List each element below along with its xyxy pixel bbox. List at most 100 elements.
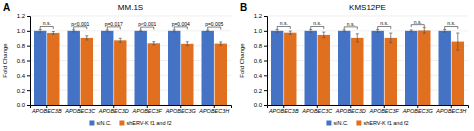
axis-line [27, 17, 31, 106]
annotation: p<0.001 [138, 21, 156, 27]
annotation: p=0.005 [205, 21, 223, 27]
panel-label: B [240, 2, 247, 13]
tick: APOBEC3B [31, 105, 62, 114]
bar [385, 38, 397, 105]
tick-label: 1.0 [254, 28, 263, 34]
marks [34, 29, 227, 105]
tick: APOBEC3H [435, 105, 466, 114]
bar [101, 31, 113, 105]
tick-label: 0.8 [17, 43, 26, 49]
tick: 1.0 [17, 28, 30, 34]
tick-label: APOBEC3H [435, 108, 466, 114]
grid-line [30, 45, 231, 46]
bar-series [47, 33, 227, 105]
bar [148, 43, 160, 105]
bar [114, 40, 126, 105]
panel: n.s.n.s.n.s.n.s.n.s.n.s.0.00.20.40.60.81… [239, 2, 469, 126]
bar [351, 38, 363, 105]
title: MM.1S [118, 3, 143, 12]
error-bars [39, 29, 210, 32]
error-bar [376, 29, 379, 32]
bar [318, 35, 330, 105]
tick-label: 0.0 [254, 102, 263, 108]
plot: n.s.p<0.001p=0.017p<0.001p=0.004p=0.0050… [17, 13, 232, 114]
error-bar [72, 30, 75, 32]
tick: 0.6 [17, 58, 30, 64]
bar [418, 30, 430, 105]
error-bar [206, 30, 209, 31]
annotation: n.s. [347, 21, 355, 27]
tick: 1.2 [254, 13, 267, 19]
legend-item: shERV-K f1 and f2 [119, 120, 171, 126]
error-bar [152, 42, 155, 45]
bar [372, 31, 384, 105]
tick-label: APOBEC3G [402, 108, 434, 114]
pvalue-bracket [107, 27, 120, 30]
annotation: n.s. [313, 20, 321, 26]
grid-line [267, 16, 468, 17]
tick-label: 1.0 [17, 28, 26, 34]
tick: 0.8 [17, 43, 30, 49]
pvalue-bracket [40, 26, 53, 29]
tick-label: APOBEC3H [198, 108, 229, 114]
tick-label: 0.6 [254, 58, 263, 64]
annotation: n.s. [280, 20, 288, 26]
panel: n.s.p<0.001p=0.017p<0.001p=0.004p=0.0050… [2, 2, 232, 126]
pvalue-bracket [74, 27, 87, 30]
plot: n.s.n.s.n.s.n.s.n.s.n.s.0.00.20.40.60.81… [254, 13, 469, 114]
error-bar [52, 31, 55, 34]
bar [34, 31, 46, 105]
tick: APOBEC3G [402, 105, 434, 114]
x-axis: APOBEC3BAPOBEC3CAPOBEC3DAPOBEC3FAPOBEC3G… [268, 105, 469, 114]
pvalue-bracket [141, 27, 154, 30]
bar [181, 44, 193, 105]
tick-label: 0.2 [17, 88, 26, 94]
pvalue-bracket [174, 27, 187, 30]
grid [267, 16, 468, 105]
grid-line [267, 30, 468, 31]
tick-label: APOBEC3B [31, 108, 62, 114]
bar [271, 31, 283, 105]
legend: siN.C.shERV-K f1 and f2 [89, 120, 171, 126]
bar-series [284, 30, 464, 105]
error-bar [410, 30, 413, 32]
error-bar [443, 29, 446, 32]
bar [202, 31, 214, 105]
figure: n.s.p<0.001p=0.017p<0.001p=0.004p=0.0050… [0, 0, 474, 131]
axis-line [264, 17, 268, 106]
legend-item: shERV-K f1 and f2 [356, 120, 408, 126]
tick: 0.2 [254, 88, 267, 94]
x-axis: APOBEC3BAPOBEC3CAPOBEC3DAPOBEC3FAPOBEC3G… [31, 105, 232, 114]
grid-line [267, 90, 468, 91]
bar [338, 31, 350, 105]
bar [405, 31, 417, 105]
panel-label: A [3, 2, 10, 13]
tick: 0.4 [17, 73, 30, 79]
tick: 1.0 [254, 28, 267, 34]
error-bar [322, 32, 325, 38]
bar [439, 31, 451, 105]
grid-line [30, 30, 231, 31]
tick-mark [27, 16, 30, 17]
tick-mark [27, 61, 30, 62]
tick-label: 0.4 [17, 73, 26, 79]
tick-mark [27, 90, 30, 91]
error-bars [52, 31, 223, 45]
error-bars [289, 28, 460, 50]
y-axis-title: Fold Change [2, 43, 8, 78]
error-bar [119, 38, 122, 42]
tick: APOBEC3G [165, 105, 197, 114]
error-bar [356, 34, 359, 42]
annotation: n.s. [447, 20, 455, 26]
bar [284, 33, 296, 105]
tick-label: 1.2 [254, 13, 263, 19]
tick: APOBEC3D [335, 105, 366, 114]
pvalue-bracket [445, 26, 458, 29]
tick-label: APOBEC3C [301, 108, 332, 114]
tick-mark [264, 105, 267, 106]
tick: APOBEC3F [132, 105, 163, 114]
error-bar [219, 42, 222, 45]
tick-mark [27, 31, 30, 32]
tick-mark [264, 75, 267, 76]
tick-label: 0.0 [17, 102, 26, 108]
